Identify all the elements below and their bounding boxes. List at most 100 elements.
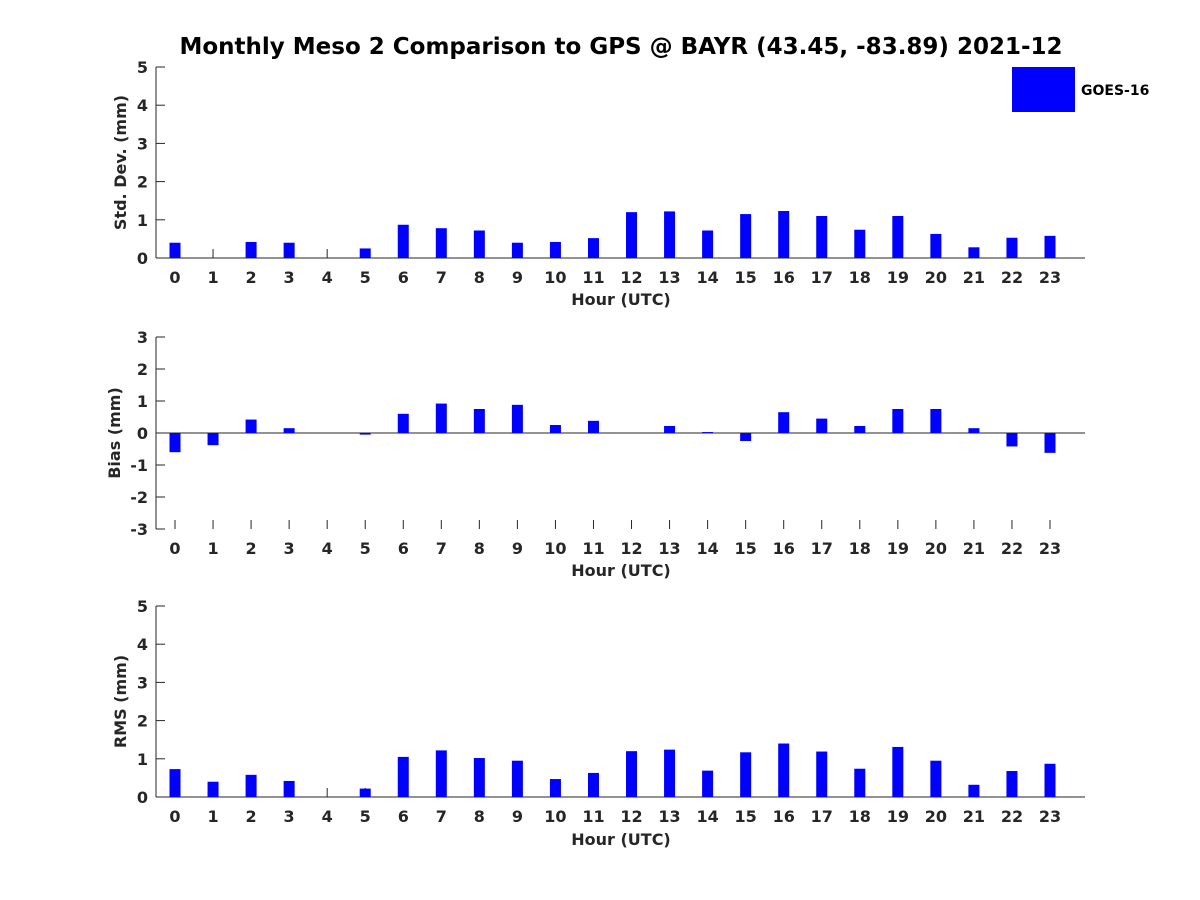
- bias-bar-hour-18: [854, 425, 866, 433]
- std-bar-hour-7: [435, 228, 447, 258]
- rms-x-tick-label: 12: [620, 807, 642, 826]
- legend: GOES-16: [1012, 67, 1149, 112]
- std-bar-hour-15: [740, 214, 752, 258]
- std-x-tick-label: 15: [735, 268, 757, 287]
- std-y-tick-label: 3: [137, 134, 148, 153]
- std-bar-hour-21: [968, 247, 980, 258]
- rms-y-tick-label: 4: [137, 635, 148, 654]
- bias-x-axis-label: Hour (UTC): [571, 561, 671, 580]
- std-x-tick-label: 10: [544, 268, 566, 287]
- bias-x-tick-label: 7: [436, 539, 447, 558]
- std-x-tick-label: 11: [582, 268, 604, 287]
- std-bar-hour-19: [892, 215, 904, 258]
- bias-bar-hour-22: [1006, 433, 1018, 447]
- bias-bar-hour-20: [930, 409, 942, 433]
- bias-bar-hour-19: [892, 409, 904, 433]
- bias-x-tick-label: 3: [284, 539, 295, 558]
- bias-bar-hour-5: [359, 433, 371, 435]
- bias-x-tick-label: 4: [322, 539, 333, 558]
- std-x-tick-label: 18: [849, 268, 871, 287]
- std-bar-hour-12: [626, 212, 638, 258]
- rms-y-tick-label: 1: [137, 750, 148, 769]
- rms-x-tick-label: 21: [963, 807, 985, 826]
- bias-x-tick-label: 20: [925, 539, 947, 558]
- std-x-tick-label: 22: [1001, 268, 1023, 287]
- rms-x-tick-label: 0: [169, 807, 180, 826]
- bias-bar-hour-6: [397, 413, 409, 433]
- rms-bar-hour-8: [473, 758, 485, 797]
- rms-bar-hour-14: [702, 770, 714, 797]
- rms-y-tick-label: 0: [137, 788, 148, 807]
- rms-bar-hour-7: [435, 750, 447, 797]
- rms-bar-hour-1: [207, 781, 219, 797]
- rms-bar-hour-22: [1006, 771, 1018, 797]
- std-x-tick-label: 3: [284, 268, 295, 287]
- rms-y-axis-label: RMS (mm): [111, 655, 130, 748]
- rms-bar-hour-2: [245, 774, 257, 797]
- std-x-tick-label: 17: [811, 268, 833, 287]
- std-x-tick-label: 4: [322, 268, 333, 287]
- std-bar-hour-22: [1006, 237, 1018, 258]
- rms-bar-hour-9: [511, 760, 523, 797]
- std-bar-hour-23: [1044, 235, 1056, 258]
- rms-y-tick-label: 3: [137, 673, 148, 692]
- std-x-tick-label: 1: [207, 268, 218, 287]
- std-y-tick-label: 2: [137, 173, 148, 192]
- std-bar-hour-16: [778, 211, 790, 258]
- std-x-axis-label: Hour (UTC): [571, 290, 671, 309]
- rms-x-tick-label: 22: [1001, 807, 1023, 826]
- std-bar-hour-13: [664, 211, 676, 258]
- bias-bar-hour-3: [283, 428, 295, 433]
- rms-bar-hour-12: [626, 751, 638, 797]
- bias-y-tick-label: -1: [130, 456, 148, 475]
- std-y-tick-label: 0: [137, 249, 148, 268]
- std-x-tick-label: 23: [1039, 268, 1061, 287]
- bias-x-tick-label: 17: [811, 539, 833, 558]
- std-y-tick-label: 5: [137, 58, 148, 77]
- std-bar-hour-20: [930, 233, 942, 258]
- bias-x-tick-label: 18: [849, 539, 871, 558]
- rms-bar-hour-6: [397, 756, 409, 797]
- bias-bar-hour-7: [435, 403, 447, 433]
- rms-bar-hour-11: [587, 772, 599, 797]
- bias-y-tick-label: -3: [130, 520, 148, 539]
- bias-x-tick-label: 14: [696, 539, 718, 558]
- rms-x-tick-label: 23: [1039, 807, 1061, 826]
- std-bar-hour-5: [359, 248, 371, 258]
- bias-y-axis-label: Bias (mm): [105, 387, 124, 479]
- rms-bar-hour-23: [1044, 763, 1056, 797]
- rms-bar-hour-17: [816, 751, 828, 797]
- rms-bar-hour-15: [740, 752, 752, 797]
- rms-x-tick-label: 16: [773, 807, 795, 826]
- std-bar-hour-2: [245, 241, 257, 258]
- bias-bar-hour-10: [549, 425, 561, 433]
- bias-bar-hour-15: [740, 433, 752, 441]
- bias-y-tick-label: 3: [137, 328, 148, 347]
- std-x-tick-label: 9: [512, 268, 523, 287]
- bias-bar-hour-16: [778, 412, 790, 433]
- std-bar-hour-11: [587, 238, 599, 258]
- bias-bar-hour-0: [169, 433, 181, 453]
- bias-x-tick-label: 8: [474, 539, 485, 558]
- std-y-tick-label: 4: [137, 96, 148, 115]
- rms-bar-hour-19: [892, 746, 904, 797]
- rms-x-tick-label: 7: [436, 807, 447, 826]
- bias-x-tick-label: 11: [582, 539, 604, 558]
- std-x-tick-label: 8: [474, 268, 485, 287]
- chart-title: Monthly Meso 2 Comparison to GPS @ BAYR …: [179, 34, 1062, 60]
- bias-bar-hour-23: [1044, 433, 1056, 453]
- std-x-tick-label: 13: [658, 268, 680, 287]
- rms-x-tick-label: 5: [360, 807, 371, 826]
- rms-bar-hour-10: [549, 779, 561, 797]
- std-bar-hour-17: [816, 215, 828, 258]
- std-x-tick-label: 16: [773, 268, 795, 287]
- rms-bar-hour-16: [778, 743, 790, 797]
- rms-x-tick-label: 14: [696, 807, 718, 826]
- bias-bar-hour-17: [816, 418, 828, 433]
- bias-x-tick-label: 12: [620, 539, 642, 558]
- bias-bar-hour-21: [968, 428, 980, 433]
- bias-x-tick-label: 6: [398, 539, 409, 558]
- std-bar-hour-18: [854, 229, 866, 258]
- bias-bar-hour-8: [473, 409, 485, 433]
